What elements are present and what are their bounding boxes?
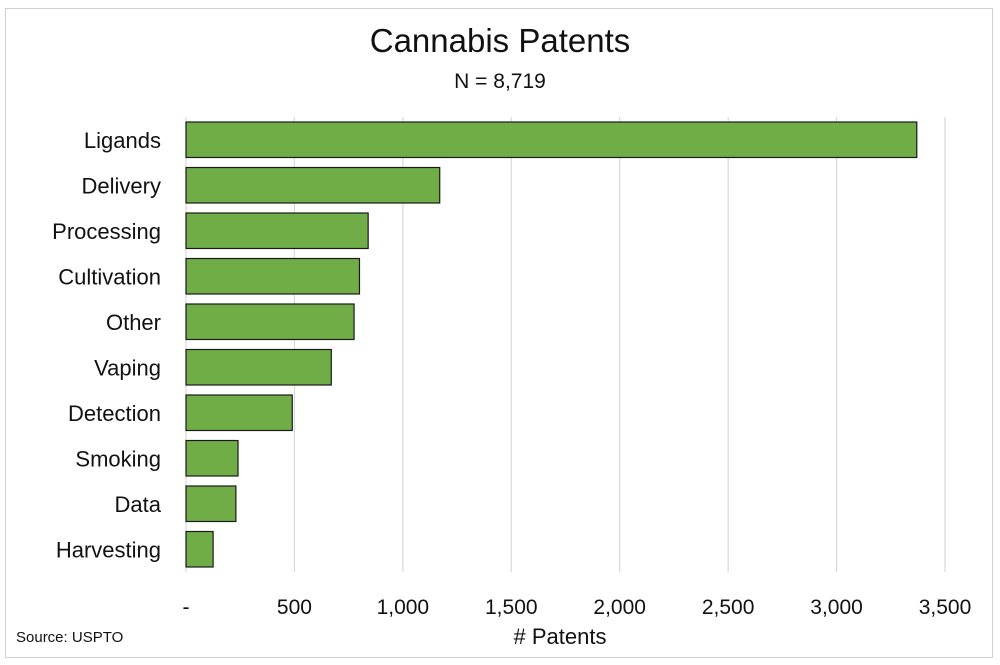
chart-title: Cannabis Patents	[369, 22, 631, 59]
x-tick-label: 3,000	[810, 596, 863, 619]
category-labels: Ligands Delivery Processing Cultivation Othe…	[52, 128, 162, 563]
bar	[185, 166, 441, 204]
bar	[185, 485, 237, 523]
bar	[185, 303, 355, 341]
category-label: Ligands	[84, 128, 161, 153]
x-tick-label: 500	[277, 596, 312, 619]
bar	[185, 439, 239, 477]
source-note: Source: USPTO	[16, 629, 124, 646]
chart-frame	[5, 8, 993, 658]
x-tick-label: -	[183, 596, 190, 619]
category-label: Processing	[52, 219, 161, 244]
x-tick-label: 3,500	[919, 596, 972, 619]
x-tick-labels: - 500 1,000 1,500 2,000 2,500 3,000 3,500	[183, 596, 972, 619]
category-label: Vaping	[94, 355, 161, 380]
bars	[185, 121, 918, 568]
x-tick-label: 1,500	[485, 596, 538, 619]
category-label: Delivery	[82, 173, 161, 198]
bar	[185, 257, 361, 295]
bar	[185, 348, 332, 386]
category-label: Harvesting	[56, 537, 161, 562]
bar	[185, 212, 369, 250]
x-tick-label: 2,500	[702, 596, 755, 619]
category-label: Cultivation	[58, 264, 161, 289]
x-tick-label: 2,000	[593, 596, 646, 619]
category-label: Smoking	[75, 446, 161, 471]
x-axis-title: # Patents	[513, 624, 607, 649]
bar	[185, 121, 918, 159]
bar	[185, 530, 214, 568]
category-label: Other	[106, 310, 161, 335]
bar	[185, 394, 293, 432]
category-label: Detection	[68, 401, 161, 426]
category-label: Data	[115, 492, 162, 517]
chart-subtitle: N = 8,719	[454, 70, 546, 93]
x-tick-label: 1,000	[377, 596, 430, 619]
